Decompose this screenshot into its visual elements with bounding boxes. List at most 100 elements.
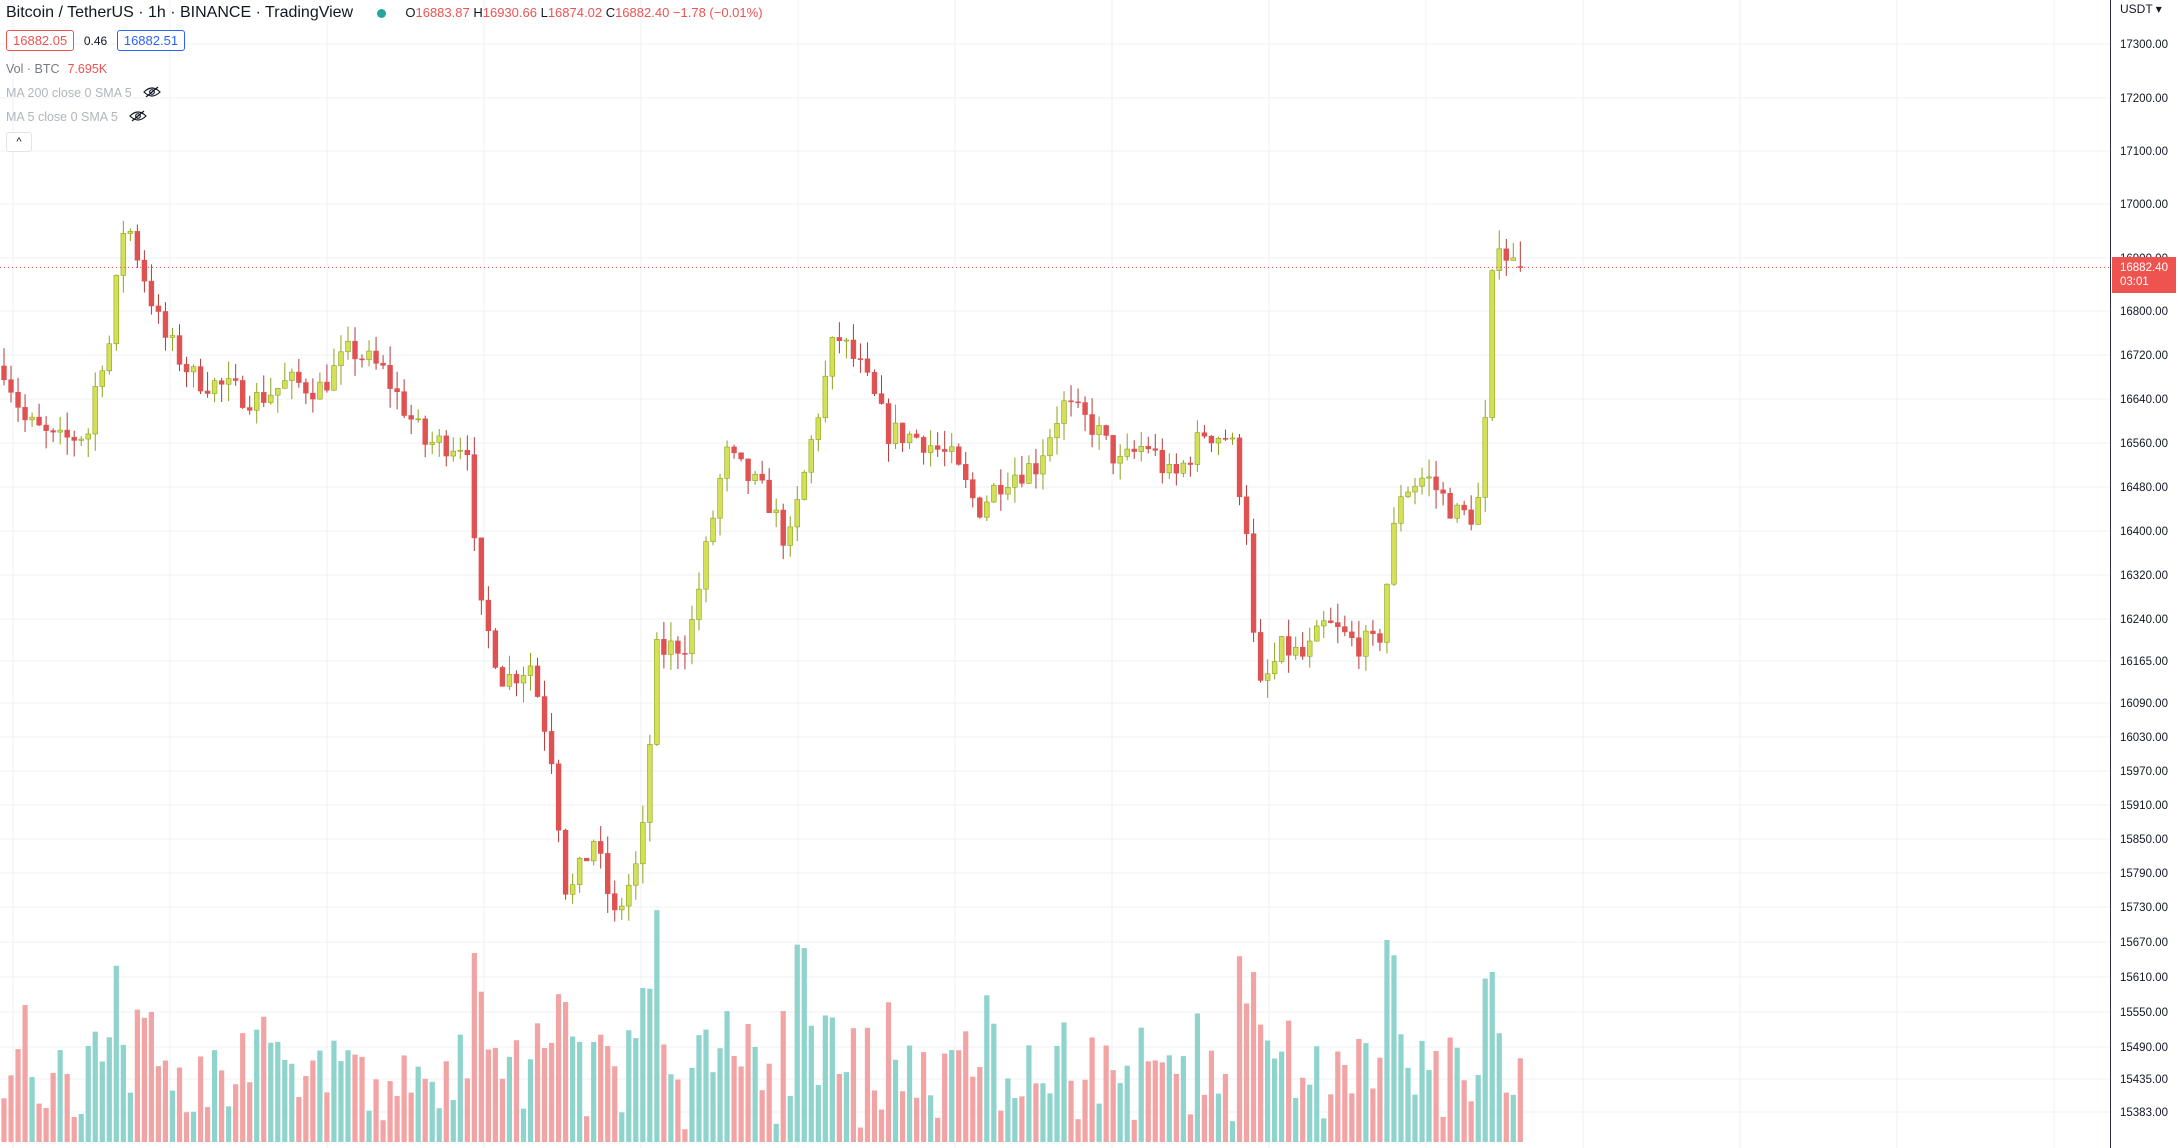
volume-bar: [1124, 1065, 1130, 1142]
candle: [1243, 485, 1250, 545]
candle-body: [1166, 464, 1173, 474]
candle-body: [1335, 622, 1341, 627]
volume-bar: [492, 1047, 498, 1142]
candle-body: [801, 471, 807, 500]
candle: [1222, 429, 1229, 441]
volume-bar: [1286, 1020, 1292, 1142]
candle-body: [590, 841, 597, 862]
volume-bar: [113, 965, 119, 1142]
candle-body: [464, 449, 471, 455]
volume-bar: [1180, 1056, 1186, 1142]
eye-hidden-icon[interactable]: [143, 86, 162, 101]
volume-bar: [520, 1108, 527, 1142]
candle: [703, 536, 709, 603]
symbol-title[interactable]: Bitcoin / TetherUS · 1h · BINANCE · Trad…: [6, 4, 354, 21]
volume-bar: [57, 1050, 63, 1142]
currency-selector[interactable]: USDT ▾: [2120, 2, 2162, 16]
price-tick-label: 15910.00: [2120, 800, 2168, 812]
collapse-legend-button[interactable]: ^: [6, 132, 32, 152]
candle-body: [970, 479, 976, 499]
candle-body: [541, 696, 548, 732]
price-axis[interactable]: 17300.0017200.0017100.0017000.0016900.00…: [2110, 0, 2178, 1148]
price-tick-label: 15383.00: [2120, 1107, 2168, 1119]
candle: [1173, 453, 1180, 486]
volume-bar: [1033, 1083, 1039, 1142]
candle: [1307, 627, 1313, 668]
candle: [162, 302, 169, 351]
volume-bar: [22, 1005, 28, 1142]
volume-bar: [92, 1031, 98, 1142]
sell-button[interactable]: 16882.05: [6, 30, 75, 51]
candle-body: [36, 416, 42, 426]
volume-bar: [1208, 1050, 1215, 1142]
ma5-label: MA 5 close 0 SMA 5: [6, 110, 118, 124]
volume-bar: [197, 1056, 204, 1142]
volume-bar: [787, 1096, 793, 1142]
volume-bar: [422, 1078, 428, 1142]
volume-indicator-legend[interactable]: Vol · BTC 7.695K: [6, 62, 107, 76]
volume-bar: [162, 1060, 169, 1142]
candle: [8, 365, 14, 403]
price-tick-label: 15435.00: [2120, 1074, 2168, 1086]
volume-bar: [850, 1028, 857, 1142]
candle-body: [239, 380, 246, 408]
candle-body: [282, 380, 288, 389]
price-tick-label: 15670.00: [2120, 937, 2168, 949]
ma5-indicator-legend[interactable]: MA 5 close 0 SMA 5: [6, 110, 148, 125]
candle: [780, 503, 786, 560]
volume-bar: [169, 1090, 176, 1142]
volume-bar: [1398, 1034, 1404, 1142]
candle: [605, 836, 611, 913]
price-tick-label: 16030.00: [2120, 732, 2168, 744]
candle: [661, 621, 667, 669]
candles: [1, 220, 1524, 922]
candle: [43, 416, 49, 449]
low-value: 16874.02: [547, 5, 603, 20]
candle-body: [15, 391, 21, 408]
price-plot-area[interactable]: [0, 0, 2110, 1148]
volume-bar: [233, 1084, 239, 1142]
candle: [22, 394, 28, 433]
volume-bar: [717, 1048, 723, 1142]
volume-bar: [738, 1066, 744, 1142]
candle: [998, 469, 1004, 511]
volume-bar: [1489, 971, 1495, 1142]
candle: [1117, 444, 1123, 480]
ma200-indicator-legend[interactable]: MA 200 close 0 SMA 5: [6, 86, 162, 101]
volume-bars: [1, 910, 1523, 1142]
volume-bar: [450, 1100, 456, 1142]
candle-body: [8, 379, 14, 393]
candle: [1482, 400, 1488, 513]
candle: [878, 375, 885, 405]
spread-value: 0.46: [83, 34, 108, 48]
volume-bar: [801, 948, 807, 1142]
candle-body: [1342, 626, 1348, 633]
volume-bar: [991, 1023, 997, 1142]
candle: [1215, 436, 1222, 456]
volume-bar: [1047, 1093, 1053, 1142]
candle: [1124, 433, 1130, 461]
candle: [1145, 436, 1151, 454]
candle-body: [689, 619, 695, 655]
candle-body: [1412, 485, 1418, 493]
eye-hidden-icon[interactable]: [129, 110, 148, 125]
volume-bar: [366, 1110, 372, 1142]
volume-bar: [766, 1063, 772, 1142]
candle: [1187, 456, 1194, 477]
volume-bar: [815, 1084, 821, 1142]
candle-body: [408, 415, 414, 420]
candle: [211, 377, 218, 403]
candle: [1201, 425, 1208, 439]
candle-body: [513, 673, 520, 684]
volume-bar: [289, 1063, 295, 1142]
candle: [675, 636, 681, 669]
volume-bar: [843, 1072, 849, 1142]
candle-body: [527, 665, 534, 676]
buy-button[interactable]: 16882.51: [116, 30, 186, 51]
candle: [597, 826, 604, 869]
candle-body: [640, 822, 646, 865]
volume-bar: [878, 1109, 885, 1142]
volume-bar: [148, 1011, 155, 1142]
candle-body: [359, 358, 365, 361]
